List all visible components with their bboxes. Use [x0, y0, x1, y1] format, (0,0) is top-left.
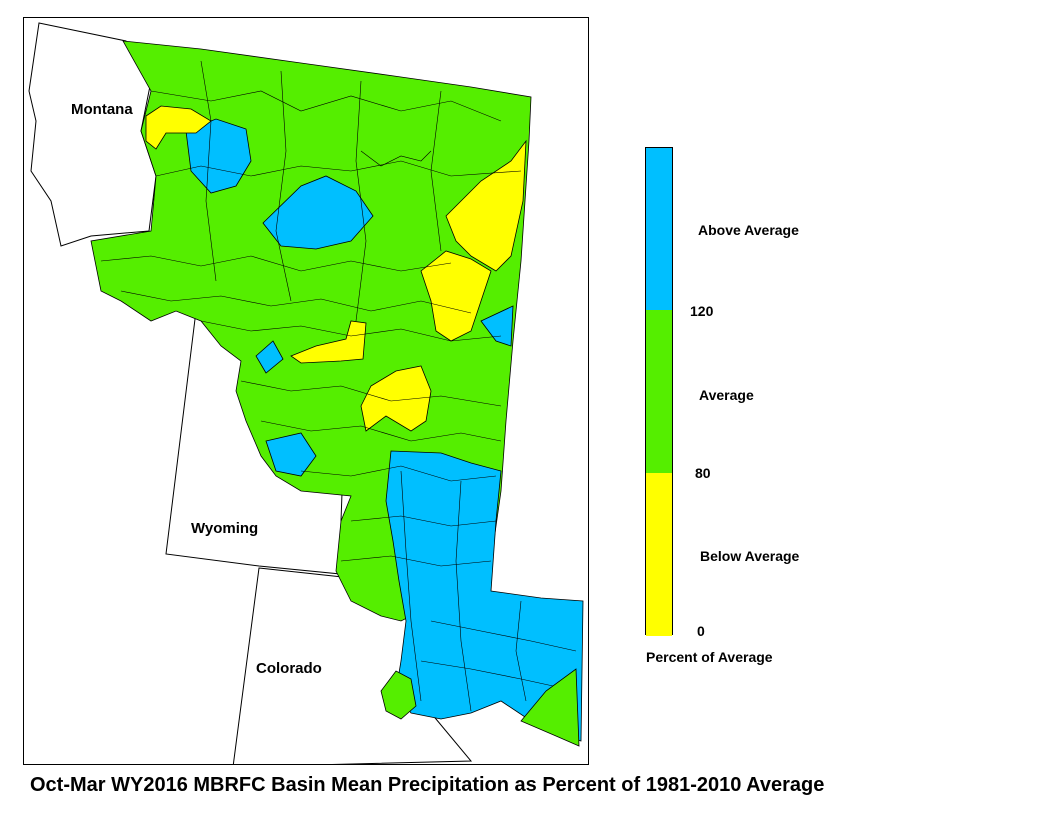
legend-swatch-average: [646, 310, 672, 473]
state-label-colorado: Colorado: [256, 660, 322, 677]
basin-boundaries: [100, 60, 577, 712]
state-label-wyoming: Wyoming: [191, 520, 259, 537]
legend-swatch-above: [646, 148, 672, 310]
basin-above-wyoming-sw: [265, 432, 317, 477]
basin-below-montana-ne: [445, 139, 527, 272]
legend-tick-0: 0: [697, 623, 705, 639]
legend-tick-80: 80: [695, 465, 711, 481]
basin-below-montana-nw: [145, 105, 212, 150]
map-frame: Montana Wyoming Colorado: [23, 17, 589, 765]
basin-average-colorado-sw: [380, 670, 417, 720]
basin-below-montana-se: [420, 250, 492, 342]
basin-above-south: [385, 450, 584, 742]
legend-title: Percent of Average: [646, 649, 773, 665]
basin-below-wyoming-central: [360, 365, 432, 432]
basin-map: [28, 22, 584, 764]
legend-swatch-below: [646, 473, 672, 636]
legend-color-bar: [645, 147, 673, 636]
legend-label-average: Average: [699, 387, 754, 403]
legend-label-above: Above Average: [698, 222, 799, 238]
map-caption: Oct-Mar WY2016 MBRFC Basin Mean Precipit…: [30, 774, 825, 796]
legend-tick-120: 120: [690, 303, 714, 319]
state-label-montana: Montana: [71, 101, 133, 118]
basin-above-montana-central: [262, 175, 374, 250]
basin-below-wyoming-nw: [290, 320, 367, 364]
legend-label-below: Below Average: [700, 548, 800, 564]
basin-average-colorado-se: [520, 668, 580, 747]
basin-above-east-edge: [480, 305, 514, 347]
basin-above-montana-west: [185, 118, 252, 194]
basin-above-wyoming-small: [255, 340, 284, 374]
